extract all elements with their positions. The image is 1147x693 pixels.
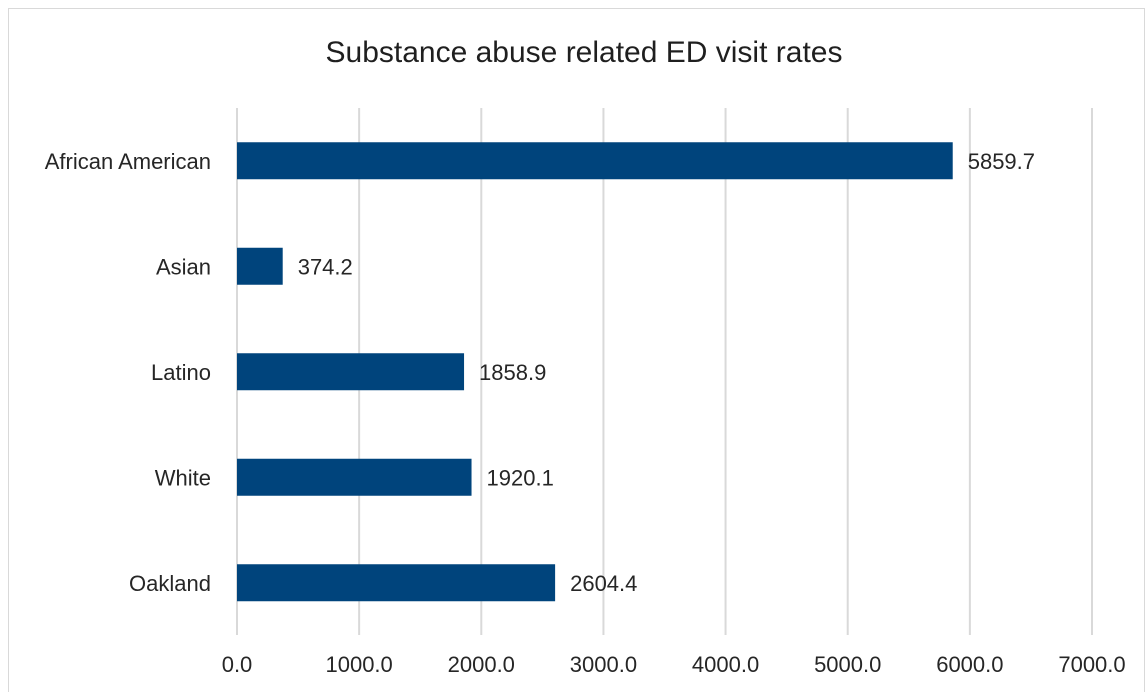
x-tick-label: 4000.0: [692, 652, 759, 677]
x-tick-label: 6000.0: [936, 652, 1003, 677]
chart-title: Substance abuse related ED visit rates: [325, 36, 843, 69]
category-label: African American: [45, 149, 211, 174]
category-label: Asian: [156, 254, 211, 279]
data-label: 374.2: [298, 254, 353, 279]
data-label: 1858.9: [479, 360, 546, 385]
chart-frame: [8, 8, 1145, 692]
x-tick-label: 3000.0: [570, 652, 637, 677]
category-label: Latino: [151, 360, 211, 385]
x-tick-label: 0.0: [222, 652, 253, 677]
bar: [237, 247, 283, 285]
x-tick-label: 1000.0: [325, 652, 392, 677]
data-label: 2604.4: [570, 571, 637, 596]
category-label: Oakland: [129, 571, 211, 596]
data-label: 1920.1: [487, 465, 554, 490]
x-tick-label: 7000.0: [1058, 652, 1125, 677]
category-label: White: [155, 465, 211, 490]
x-tick-label: 2000.0: [448, 652, 515, 677]
bar: [237, 458, 472, 496]
data-label: 5859.7: [968, 149, 1035, 174]
bar: [237, 564, 556, 602]
x-tick-label: 5000.0: [814, 652, 881, 677]
bar: [237, 142, 953, 180]
bar: [237, 353, 465, 391]
